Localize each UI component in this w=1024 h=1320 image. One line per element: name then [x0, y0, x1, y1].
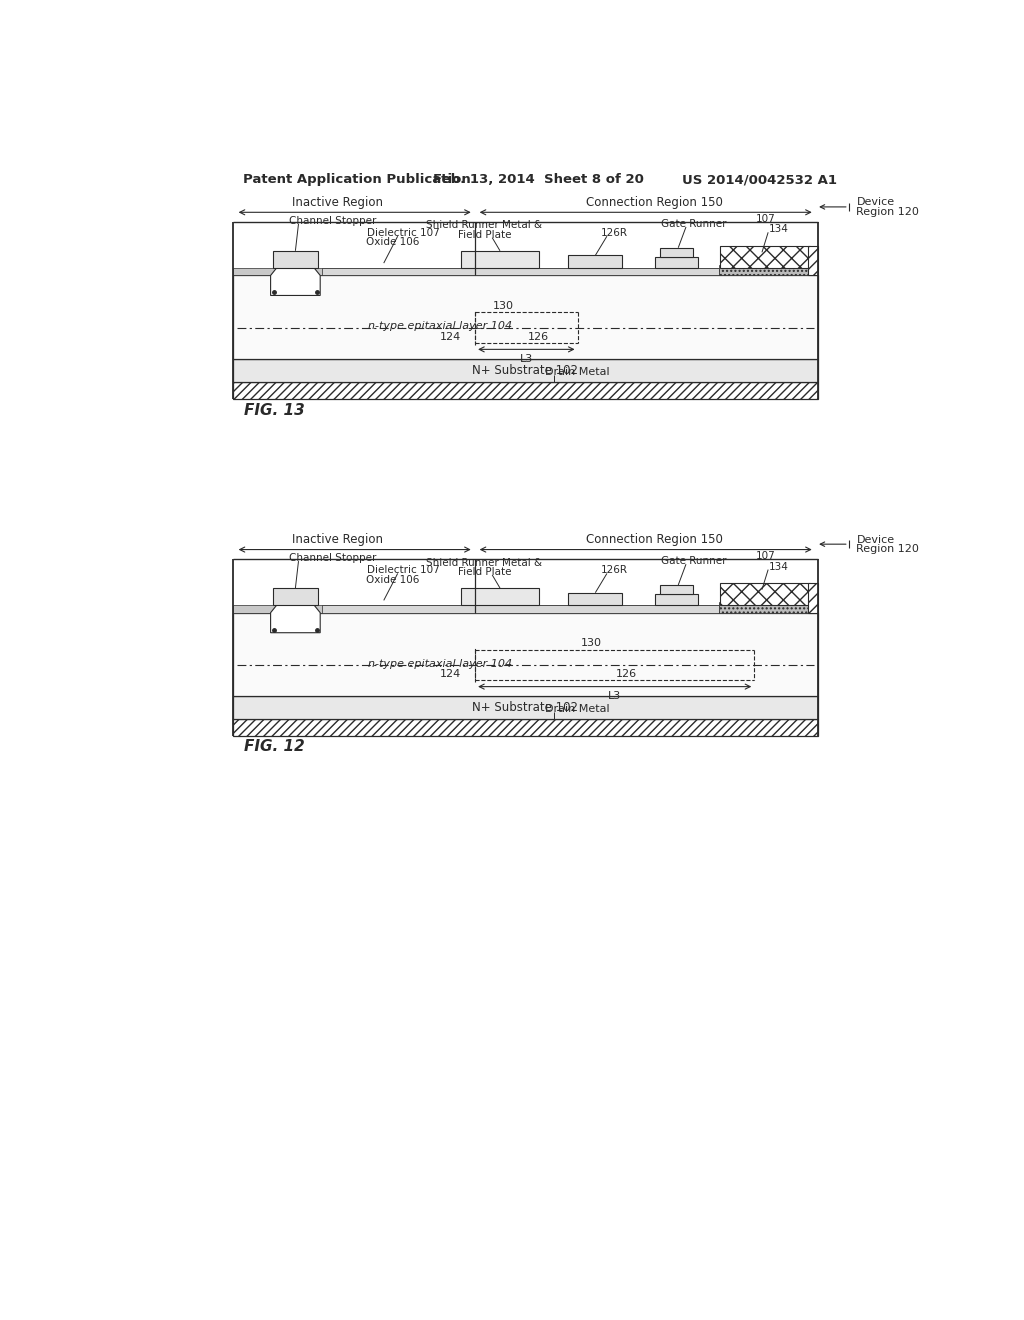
Bar	[232, 605, 818, 612]
Text: 134: 134	[769, 224, 788, 234]
Text: Region 120: Region 120	[856, 544, 920, 554]
Text: Shield Runner Metal &: Shield Runner Metal &	[426, 220, 543, 231]
Bar	[322, 605, 719, 612]
Bar	[809, 583, 818, 612]
Text: FIG. 13: FIG. 13	[245, 403, 305, 417]
Text: N+ Substrate 102: N+ Substrate 102	[472, 363, 579, 376]
Polygon shape	[270, 605, 321, 632]
Text: FIG. 12: FIG. 12	[245, 739, 305, 754]
Text: 124: 124	[440, 333, 461, 342]
Bar	[273, 589, 317, 605]
Text: Device: Device	[856, 197, 895, 207]
Bar	[809, 246, 818, 276]
Text: Gate Runner: Gate Runner	[662, 219, 726, 228]
Text: 126R: 126R	[601, 565, 628, 576]
Bar	[461, 251, 539, 268]
Text: Drain Metal: Drain Metal	[545, 704, 610, 714]
Bar	[655, 257, 697, 268]
Text: Region 120: Region 120	[856, 206, 920, 216]
Bar	[659, 248, 693, 257]
Text: 107: 107	[756, 214, 775, 224]
Text: 126R: 126R	[601, 228, 628, 238]
Text: Field Plate: Field Plate	[458, 230, 511, 240]
Text: Gate Runner: Gate Runner	[662, 556, 726, 566]
Text: Inactive Region: Inactive Region	[292, 533, 383, 546]
Text: Inactive Region: Inactive Region	[292, 195, 383, 209]
Text: Feb. 13, 2014  Sheet 8 of 20: Feb. 13, 2014 Sheet 8 of 20	[432, 173, 643, 186]
Bar	[232, 381, 818, 399]
Text: n-type epitaxial layer 104: n-type epitaxial layer 104	[369, 659, 512, 668]
Text: Oxide 106: Oxide 106	[367, 574, 420, 585]
Text: Channel Stopper: Channel Stopper	[289, 553, 377, 564]
Bar	[322, 268, 719, 276]
Text: 126: 126	[527, 333, 549, 342]
Text: L3: L3	[520, 354, 532, 363]
Bar	[232, 696, 818, 719]
Text: Dielectric 107: Dielectric 107	[367, 228, 439, 238]
Bar	[719, 264, 818, 276]
Text: n-type epitaxial layer 104: n-type epitaxial layer 104	[369, 321, 512, 331]
Bar	[461, 589, 539, 605]
Bar	[655, 594, 697, 605]
Text: Field Plate: Field Plate	[458, 566, 511, 577]
Bar	[232, 276, 818, 359]
Text: Connection Region 150: Connection Region 150	[586, 533, 723, 546]
Bar	[720, 583, 810, 605]
Text: 130: 130	[581, 639, 602, 648]
Text: Connection Region 150: Connection Region 150	[586, 195, 723, 209]
Text: Oxide 106: Oxide 106	[367, 238, 420, 247]
Bar	[232, 719, 818, 737]
Text: L3: L3	[608, 690, 622, 701]
Bar	[659, 585, 693, 594]
Bar	[568, 256, 623, 268]
Text: Device: Device	[856, 535, 895, 545]
Bar	[720, 246, 810, 268]
Text: Channel Stopper: Channel Stopper	[289, 215, 377, 226]
Text: N+ Substrate 102: N+ Substrate 102	[472, 701, 579, 714]
Text: 124: 124	[440, 669, 461, 680]
Bar	[232, 268, 818, 276]
Text: 134: 134	[769, 561, 788, 572]
Bar	[568, 593, 623, 605]
Polygon shape	[270, 268, 321, 296]
Text: US 2014/0042532 A1: US 2014/0042532 A1	[682, 173, 838, 186]
Text: Shield Runner Metal &: Shield Runner Metal &	[426, 557, 543, 568]
Text: 130: 130	[493, 301, 514, 312]
Text: Drain Metal: Drain Metal	[545, 367, 610, 376]
Text: Dielectric 107: Dielectric 107	[367, 565, 439, 576]
Text: 126: 126	[615, 669, 637, 680]
Bar	[232, 359, 818, 381]
Bar	[273, 251, 317, 268]
Text: Patent Application Publication: Patent Application Publication	[243, 173, 470, 186]
Bar	[719, 602, 818, 612]
Bar	[232, 612, 818, 696]
Text: 107: 107	[756, 552, 775, 561]
